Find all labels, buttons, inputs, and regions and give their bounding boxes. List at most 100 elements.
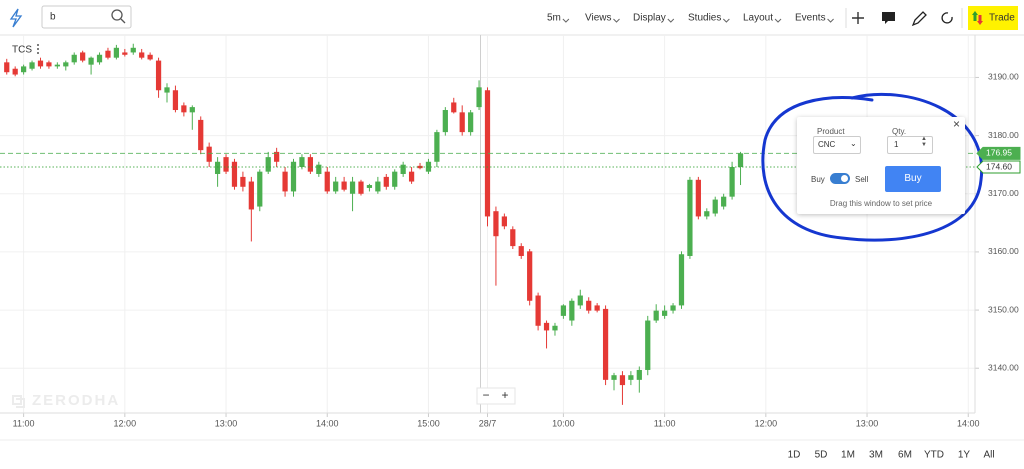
candle-body [21,66,27,73]
candle-body [687,179,693,256]
range-button[interactable]: YTD [924,450,944,461]
candle-body [442,110,448,133]
qty-label: Qty. [892,127,907,136]
price-tag-label: 176.95 [986,148,1012,158]
select-chevron: ⌄ [850,139,857,148]
x-tick-label: 11:00 [13,418,35,428]
range-group: 1D 5D 1M 3M 6M YTD 1Y All [788,450,995,461]
menu-item[interactable]: 5m [547,13,561,24]
candle-body [653,310,659,321]
price-tag [976,160,1021,174]
candle-body [704,211,710,217]
buy-sell-toggle[interactable] [830,173,850,184]
trade-down-arrow [977,15,983,25]
candle-body [37,60,44,67]
candle-body [366,185,373,188]
candle-body [543,322,550,331]
candle-body [560,305,567,316]
candle-body [552,325,558,331]
trade-label[interactable]: Trade [989,13,1015,24]
search-text[interactable]: b [50,12,56,23]
crosshair-tool[interactable] [852,12,864,24]
candle-body [282,171,288,192]
menu-item[interactable]: Studies [688,13,721,24]
candle-body [535,295,541,326]
candle-body [46,62,52,67]
search-icon[interactable] [111,9,123,21]
candle-body [4,62,10,73]
candle-body [324,171,330,192]
x-tick-label: 14:00 [316,418,339,428]
x-tick-label: 15:00 [417,418,440,428]
zoom-in[interactable]: + [501,388,508,402]
reset-tool[interactable] [941,12,953,24]
price-tag [976,146,1021,160]
candle-body [451,102,457,113]
menu-chevron [774,18,782,23]
range-button[interactable]: 3M [869,450,883,461]
candle-body [155,60,162,91]
range-button[interactable]: 1Y [958,450,971,461]
range-button[interactable]: 1D [788,450,801,461]
y-tick-label: 3190.00 [988,72,1019,82]
menu-item[interactable]: Views [585,13,612,24]
candle-body [484,90,491,217]
candle-body [408,171,415,182]
candle-body [122,52,128,55]
menu-item[interactable]: Events [795,13,826,24]
comment-tool[interactable] [882,12,895,24]
candle-body [206,146,212,162]
candle-body [231,161,238,187]
x-tick-label: 11:00 [654,418,676,428]
candle-body [198,119,204,151]
candle-body [577,295,583,306]
range-button[interactable]: All [983,450,994,461]
candle-body [240,176,246,187]
qty-stepper[interactable]: ▲ ▼ [921,136,927,148]
logo-icon [9,8,23,28]
candle-body [468,112,474,133]
qty-input[interactable]: 1 ▲ ▼ [887,136,933,154]
menu-item[interactable]: Layout [743,13,773,24]
candle-body [96,54,103,63]
range-button[interactable]: 5D [815,450,828,461]
candle-body [341,181,347,190]
range-button[interactable]: 6M [898,450,912,461]
y-tick-label: 3180.00 [988,130,1019,140]
candle-body [737,153,744,168]
buy-toggle-label: Buy [811,175,825,184]
candle-body [527,251,533,301]
menu-chevron [723,18,730,23]
search-box[interactable] [41,5,132,29]
candle-body [619,375,626,386]
menu-item[interactable]: Display [633,13,666,24]
qty-value: 1 [894,140,899,149]
buy-button[interactable]: Buy [885,166,941,192]
draw-tool[interactable] [911,11,927,27]
menu-chevron [667,18,675,23]
candle-body [400,164,406,174]
range-button[interactable]: 1M [841,450,855,461]
candle-body [130,47,136,53]
drag-hint: Drag this window to set price [829,199,933,208]
symbol-name: TCS [12,45,32,56]
candle-body [172,90,179,111]
y-tick-label: 3150.00 [988,304,1019,314]
candle-body [493,211,499,237]
candle-body [88,57,94,65]
y-tick-label: 3140.00 [988,362,1019,372]
candle-body [628,375,634,380]
zoom-control [476,387,516,405]
close-button[interactable]: × [953,117,961,131]
candle-body [189,107,195,113]
candle-body [636,369,642,380]
candle-body [105,50,111,58]
product-select[interactable]: CNC ⌄ [813,136,861,154]
symbol-menu[interactable] [37,44,39,54]
order-window[interactable]: Product CNC ⌄ Qty. 1 ▲ ▼ × Buy Sell Buy D… [797,117,965,214]
x-tick-label: 12:00 [114,418,137,428]
candle-body [307,157,313,172]
zoom-out[interactable]: − [482,388,489,402]
x-tick-label: 12:00 [755,418,778,428]
candle-body [164,87,170,93]
